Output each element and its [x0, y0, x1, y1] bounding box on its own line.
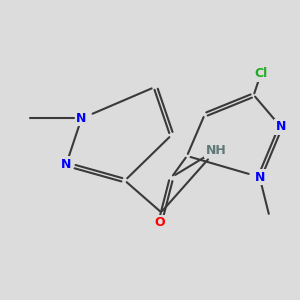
- Text: N: N: [76, 112, 87, 125]
- Text: N: N: [275, 120, 286, 133]
- Text: N: N: [254, 171, 265, 184]
- Text: Cl: Cl: [254, 68, 267, 80]
- Text: NH: NH: [206, 144, 226, 157]
- Text: N: N: [61, 158, 71, 171]
- Text: O: O: [155, 216, 165, 229]
